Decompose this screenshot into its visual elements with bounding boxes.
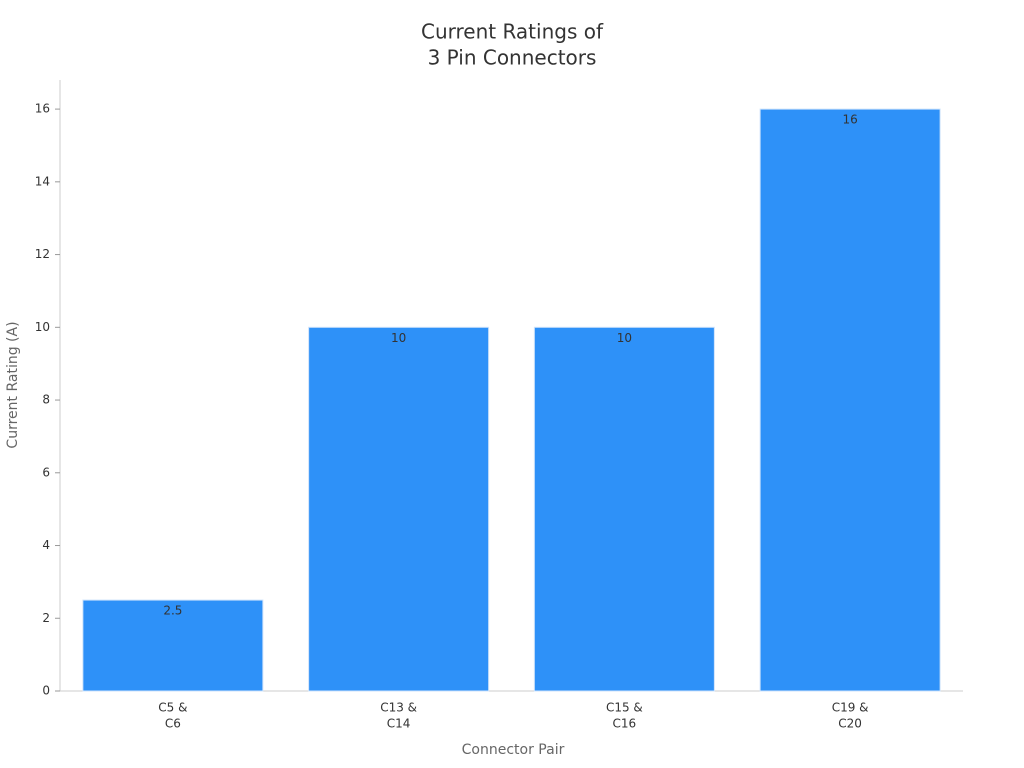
y-tick-label: 4 (42, 538, 50, 552)
y-axis-label: Current Rating (A) (5, 321, 21, 448)
chart-title: Current Ratings of (421, 20, 604, 44)
y-tick-label: 16 (35, 102, 50, 116)
y-tick-label: 12 (35, 247, 50, 261)
value-label: 16 (842, 113, 857, 127)
bar (533, 326, 715, 692)
value-label: 2.5 (163, 604, 182, 618)
chart-title: 3 Pin Connectors (428, 46, 597, 70)
x-axis-label: Connector Pair (462, 742, 565, 758)
y-tick-label: 10 (35, 320, 50, 334)
y-tick-label: 2 (42, 611, 50, 625)
y-tick-label: 8 (42, 393, 50, 407)
value-label: 10 (617, 331, 632, 345)
x-tick-label: C14 (387, 717, 411, 731)
y-tick-label: 14 (35, 174, 50, 188)
x-tick-label: C19 & (832, 701, 869, 715)
y-tick-label: 0 (42, 684, 50, 698)
bar (308, 326, 490, 692)
bar (82, 599, 264, 692)
x-tick-label: C16 (613, 717, 637, 731)
x-tick-label: C6 (165, 717, 181, 731)
bar (759, 108, 941, 692)
x-tick-label: C13 & (380, 701, 417, 715)
value-label: 10 (391, 331, 406, 345)
x-tick-label: C5 & (158, 701, 187, 715)
y-tick-label: 6 (42, 465, 50, 479)
x-tick-label: C15 & (606, 701, 643, 715)
x-tick-label: C20 (838, 717, 862, 731)
